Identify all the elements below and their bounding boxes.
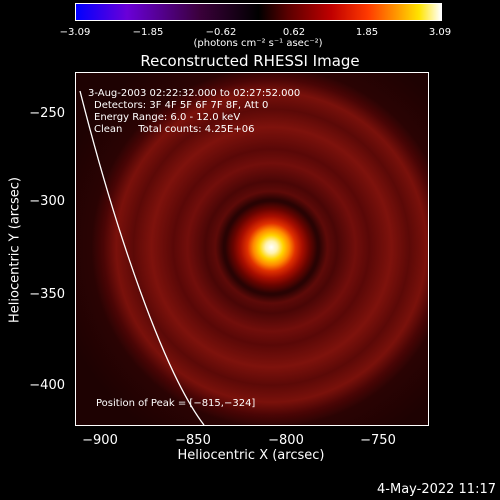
y-tick: −400 — [29, 378, 65, 393]
colorbar-tick: 1.85 — [355, 27, 379, 38]
y-axis-label: Heliocentric Y (arcsec) — [7, 177, 23, 323]
peak-position-label: Position of Peak = [−815,−324] — [96, 398, 256, 409]
colorbar-tick: 3.09 — [428, 27, 452, 38]
colorbar-units: (photons cm⁻² s⁻¹ asec⁻²) — [193, 38, 323, 49]
info-detectors: Detectors: 3F 4F 5F 6F 7F 8F, Att 0 — [94, 100, 269, 111]
colorbar-tick: −3.09 — [59, 27, 91, 38]
y-tick: −250 — [29, 106, 65, 121]
colorbar-tick: 0.62 — [282, 27, 306, 38]
y-tick: −300 — [29, 194, 65, 209]
solar-limb — [79, 90, 205, 425]
solar-image: 3-Aug-2003 02:22:32.000 to 02:27:52.000 … — [75, 72, 429, 426]
image-title: Reconstructed RHESSI Image — [140, 52, 360, 70]
x-tick: −800 — [268, 433, 304, 448]
x-tick: −750 — [360, 433, 396, 448]
x-tick: −850 — [175, 433, 211, 448]
xray-source-image — [76, 73, 428, 425]
info-time-range: 3-Aug-2003 02:22:32.000 to 02:27:52.000 — [88, 88, 301, 99]
info-energy-range: Energy Range: 6.0 - 12.0 keV — [94, 112, 241, 123]
colorbar — [75, 3, 442, 21]
x-axis-label: Heliocentric X (arcsec) — [177, 448, 325, 463]
x-tick: −900 — [82, 433, 118, 448]
info-total-counts: Clean Total counts: 4.25E+06 — [94, 124, 255, 135]
generation-timestamp: 4-May-2022 11:17 — [377, 482, 496, 497]
colorbar-tick: −1.85 — [132, 27, 164, 38]
colorbar-tick: −0.62 — [205, 27, 237, 38]
y-tick: −350 — [29, 287, 65, 302]
